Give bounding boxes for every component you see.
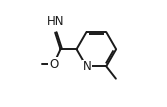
Text: O: O	[49, 58, 58, 71]
Text: N: N	[82, 60, 91, 73]
Text: HN: HN	[46, 15, 64, 28]
